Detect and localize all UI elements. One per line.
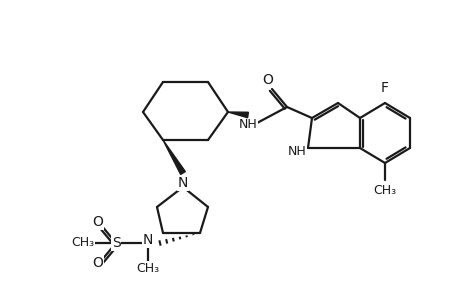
Text: O: O	[93, 256, 103, 270]
Text: N: N	[178, 176, 188, 190]
Text: S: S	[112, 236, 120, 250]
Text: NH: NH	[288, 144, 307, 157]
Text: CH₃: CH₃	[373, 184, 396, 197]
Polygon shape	[228, 112, 249, 118]
Text: N: N	[143, 233, 153, 247]
Text: CH₃: CH₃	[72, 237, 95, 250]
Text: F: F	[381, 81, 389, 95]
Text: CH₃: CH₃	[137, 261, 160, 274]
Text: O: O	[263, 73, 273, 87]
Text: O: O	[93, 215, 103, 229]
Text: NH: NH	[239, 118, 257, 131]
Polygon shape	[163, 140, 185, 174]
